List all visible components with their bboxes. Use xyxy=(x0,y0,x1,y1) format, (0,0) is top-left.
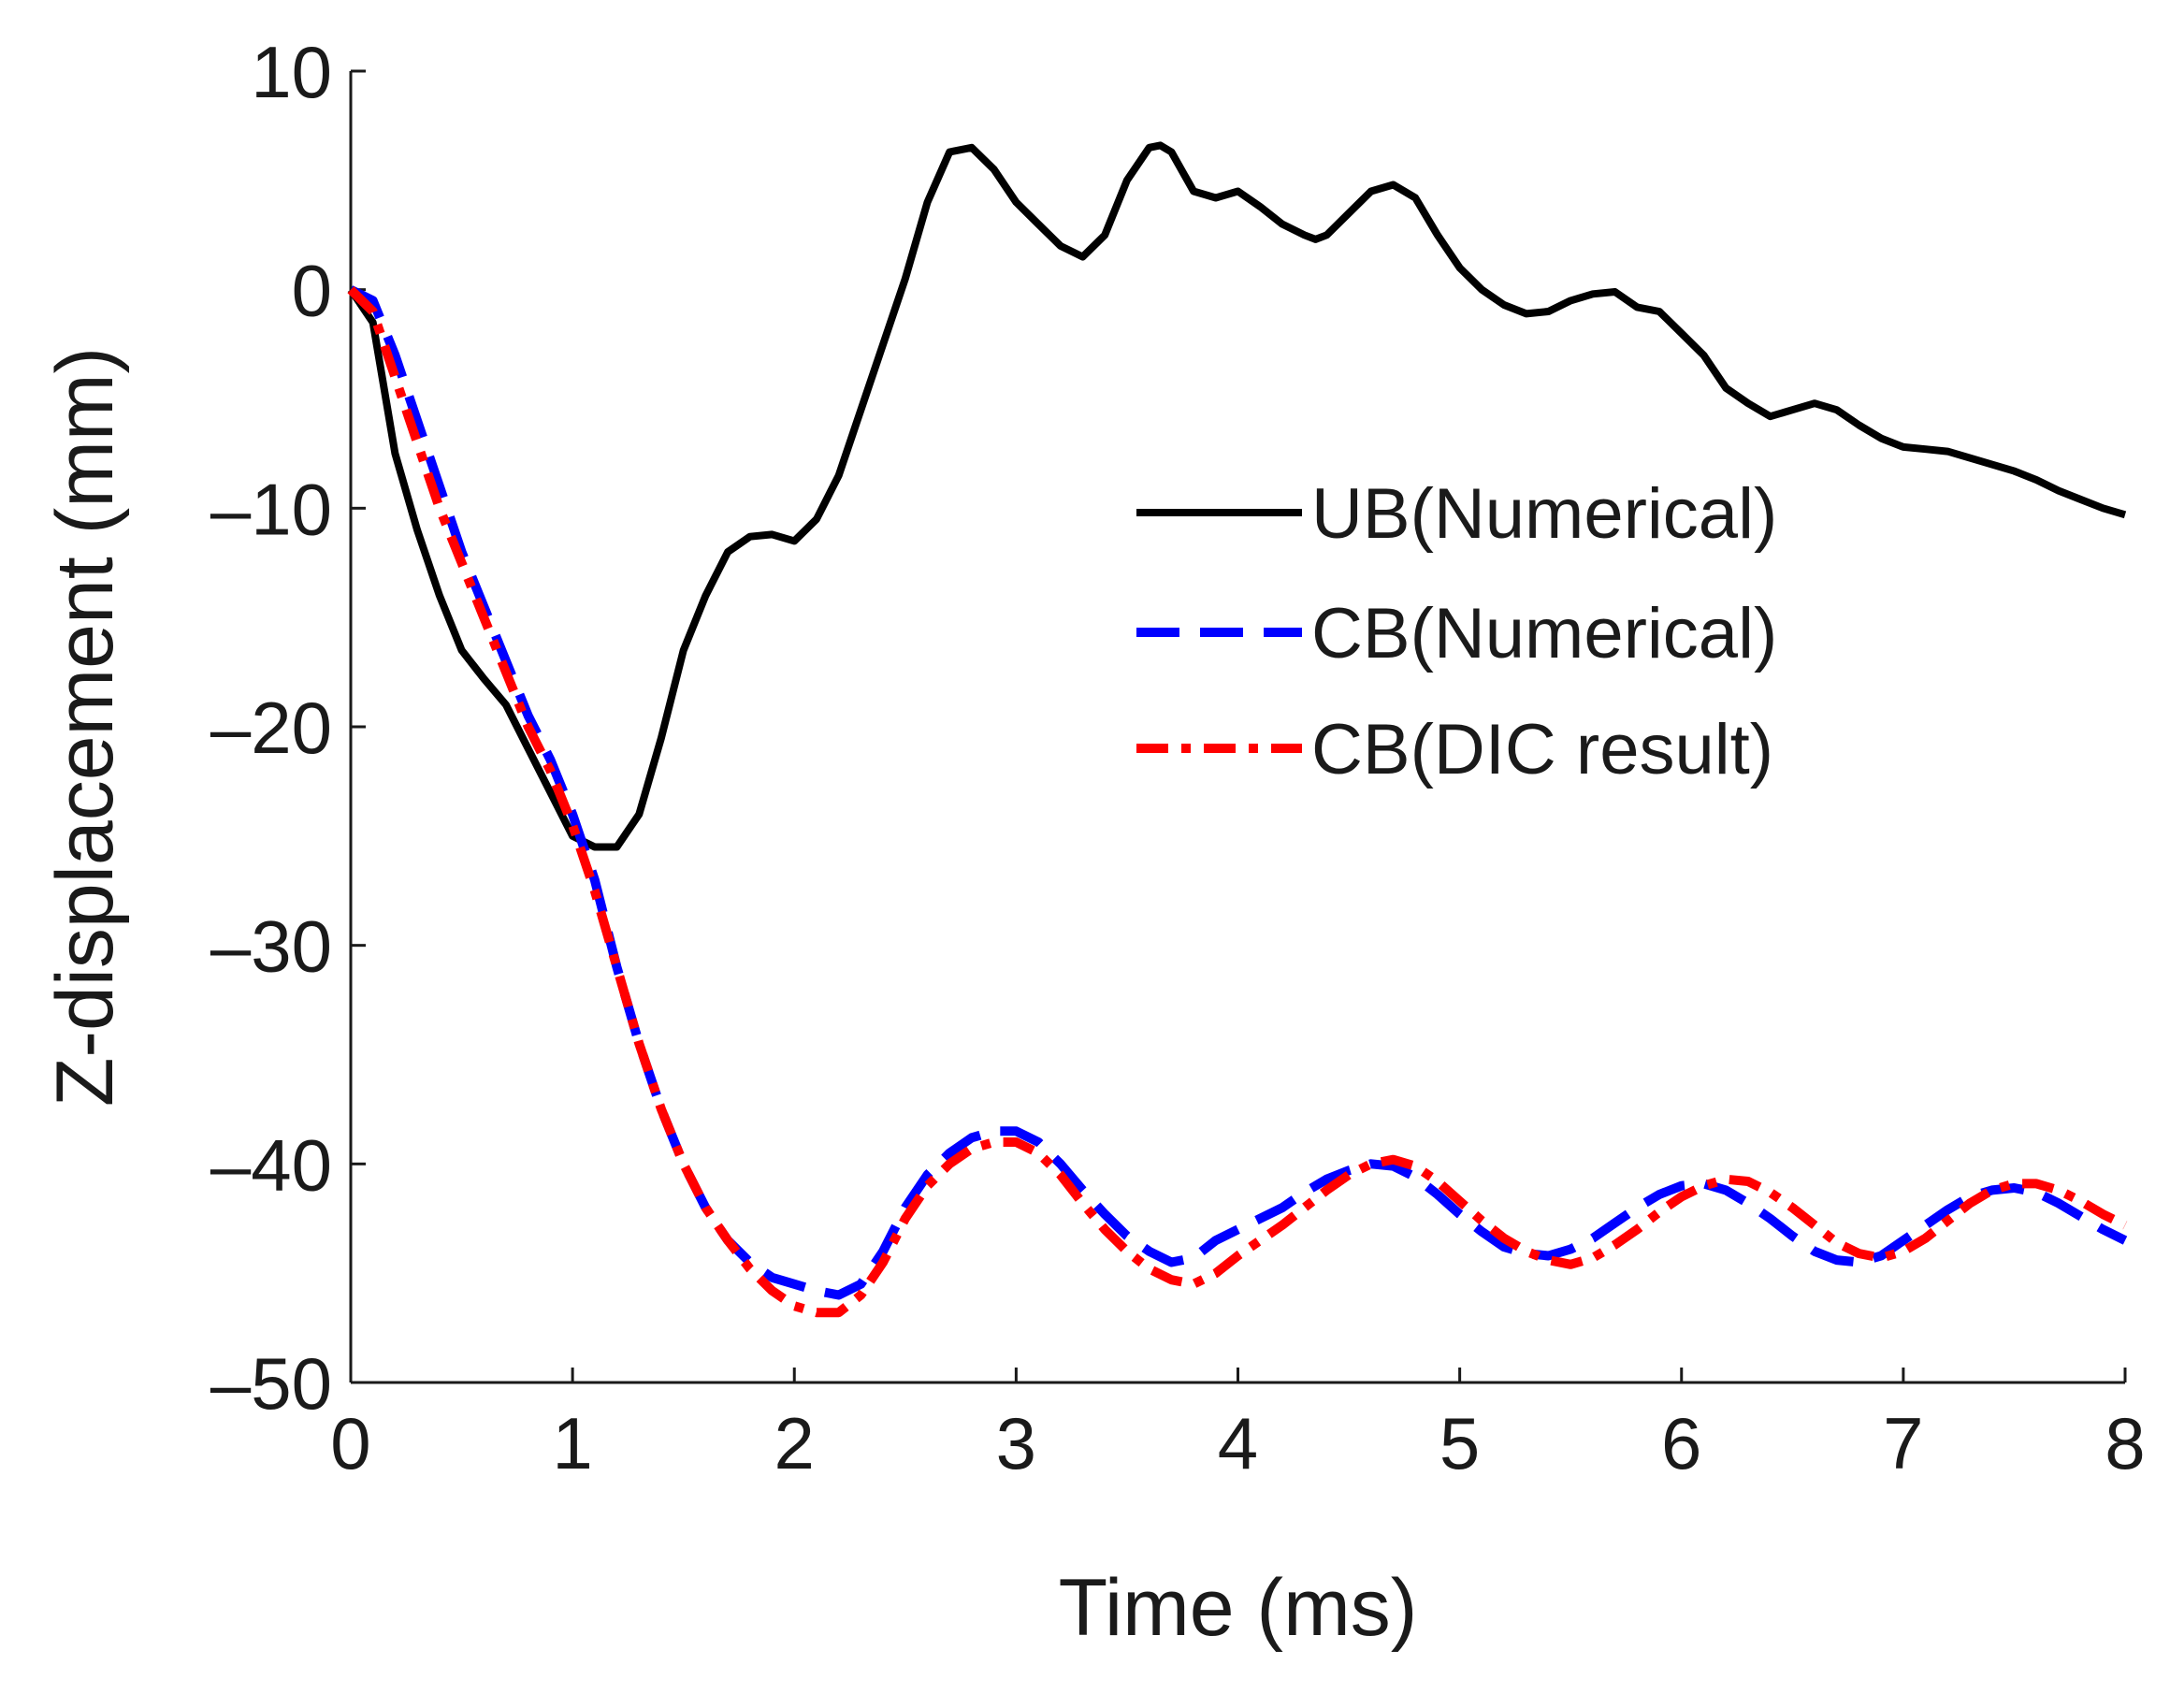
y-tick-label: 0 xyxy=(292,250,332,332)
y-tick-label: 10 xyxy=(251,31,332,113)
y-tick-label: –40 xyxy=(210,1123,332,1206)
legend-label-cb-numerical: CB(Numerical) xyxy=(1311,594,1777,673)
y-tick-label: –10 xyxy=(210,468,332,550)
y-tick-label: –20 xyxy=(210,687,332,769)
x-axis-title: Time (ms) xyxy=(1059,1563,1418,1653)
y-tick-label: –50 xyxy=(210,1342,332,1425)
x-tick-label: 1 xyxy=(552,1402,592,1484)
x-tick-label: 3 xyxy=(996,1402,1036,1484)
legend-label-ub-numerical: UB(Numerical) xyxy=(1311,474,1777,554)
x-tick-label: 7 xyxy=(1883,1402,1923,1484)
y-tick-label: –30 xyxy=(210,905,332,988)
x-tick-label: 5 xyxy=(1439,1402,1480,1484)
x-tick-label: 2 xyxy=(774,1402,815,1484)
y-ticks: 10 0 –10 –20 –30 –40 –50 xyxy=(210,31,366,1425)
series-line-cb-dic-result xyxy=(347,286,2128,1318)
x-tick-label: 6 xyxy=(1661,1402,1701,1484)
legend-label-cb-dic-result: CB(DIC result) xyxy=(1311,710,1773,789)
series-layer xyxy=(347,141,2128,1318)
y-axis-title: Z-displacement (mm) xyxy=(40,347,130,1107)
x-tick-label: 0 xyxy=(330,1402,370,1484)
legend: UB(Numerical) CB(Numerical) CB(DIC resul… xyxy=(1136,474,1777,789)
series-line-ub-numerical xyxy=(347,141,2127,851)
x-ticks: 0 1 2 3 4 5 6 7 8 xyxy=(330,1368,2146,1484)
x-tick-label: 8 xyxy=(2105,1402,2145,1484)
x-tick-label: 4 xyxy=(1218,1402,1258,1484)
